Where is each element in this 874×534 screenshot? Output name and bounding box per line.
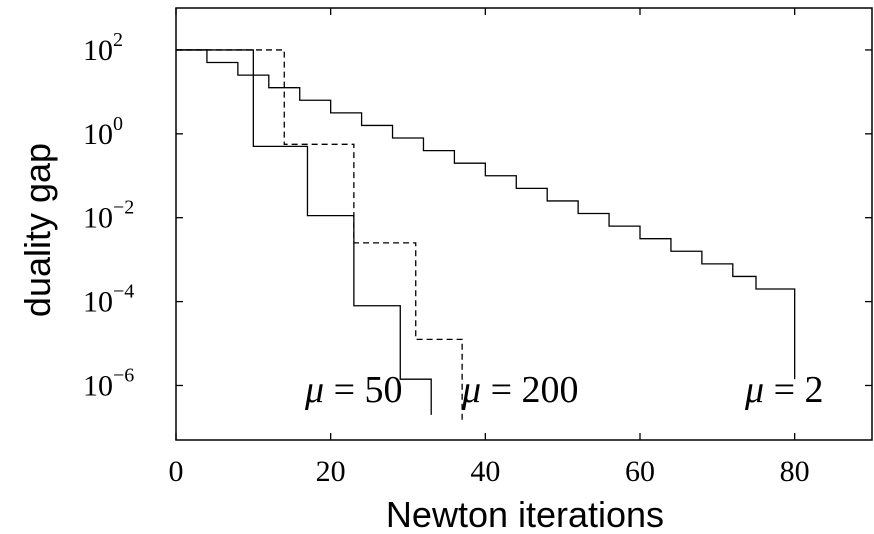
series-line-2 xyxy=(176,49,796,380)
x-tick-label: 80 xyxy=(780,455,810,488)
y-tick-base: 10 xyxy=(83,118,113,151)
y-tick-base: 10 xyxy=(83,286,113,319)
series-line-0 xyxy=(176,49,432,415)
y-tick-label: 10−2 xyxy=(83,197,134,235)
annotation-mu-200: μ = 200 xyxy=(461,369,579,411)
x-tick-label: 0 xyxy=(169,455,184,488)
y-axis-label: duality gap xyxy=(17,143,58,317)
annotation-mu-symbol: μ xyxy=(304,369,324,411)
x-axis-ticks: 0 20 40 60 80 xyxy=(169,8,810,488)
x-tick-label: 60 xyxy=(625,455,655,488)
y-tick-label: 10−6 xyxy=(83,364,134,402)
annotation-text: = 50 xyxy=(324,369,402,411)
axes-box xyxy=(175,7,873,441)
annotation-mu-symbol: μ xyxy=(744,369,764,411)
x-tick-label: 40 xyxy=(470,455,500,488)
x-axis-label: Newton iterations xyxy=(386,494,664,534)
y-tick-exponent: −4 xyxy=(113,281,134,303)
annotation-mu-symbol: μ xyxy=(461,369,481,411)
y-tick-base: 10 xyxy=(83,34,113,67)
annotation-text: = 2 xyxy=(764,369,823,411)
y-tick-base: 10 xyxy=(83,202,113,235)
series-layer xyxy=(176,49,796,424)
y-tick-exponent: −6 xyxy=(113,364,134,386)
y-tick-exponent: 2 xyxy=(113,29,123,51)
y-tick-base: 10 xyxy=(83,369,113,402)
plot-area xyxy=(175,7,873,441)
y-tick-label: 102 xyxy=(83,29,123,67)
x-tick-label: 20 xyxy=(316,455,346,488)
y-tick-exponent: −2 xyxy=(113,197,134,219)
y-tick-label: 100 xyxy=(83,113,123,151)
series-line-1 xyxy=(176,49,463,424)
y-tick-label: 10−4 xyxy=(83,281,134,319)
annotation-mu-2: μ = 2 xyxy=(744,369,824,411)
y-tick-exponent: 0 xyxy=(113,113,123,135)
annotation-text: = 200 xyxy=(481,369,578,411)
annotation-mu-50: μ = 50 xyxy=(304,369,403,411)
